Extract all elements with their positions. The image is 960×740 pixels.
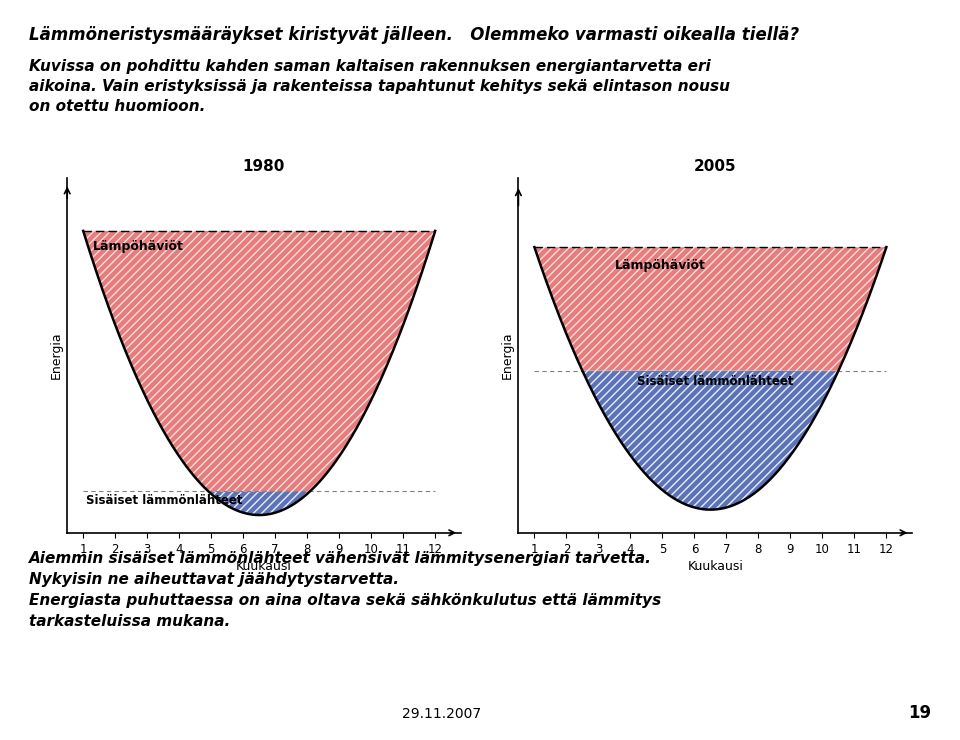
Text: Kuvissa on pohdittu kahden saman kaltaisen rakennuksen energiantarvetta eri
aiko: Kuvissa on pohdittu kahden saman kaltais… bbox=[29, 59, 730, 114]
Title: 2005: 2005 bbox=[694, 158, 736, 174]
Y-axis label: Energia: Energia bbox=[501, 332, 515, 379]
Y-axis label: Energia: Energia bbox=[50, 332, 63, 379]
X-axis label: Kuukausi: Kuukausi bbox=[687, 559, 743, 573]
Text: Aiemmin sisäiset lämmönlähteet vähensivät lämmitysenergian tarvetta.
Nykyisin ne: Aiemmin sisäiset lämmönlähteet vähensivä… bbox=[29, 551, 661, 629]
Text: 29.11.2007: 29.11.2007 bbox=[402, 707, 481, 722]
Title: 1980: 1980 bbox=[243, 158, 285, 174]
Text: Lämpöhäviöt: Lämpöhäviöt bbox=[93, 240, 183, 253]
Text: Sisäiset lämmönlähteet: Sisäiset lämmönlähteet bbox=[636, 374, 793, 388]
X-axis label: Kuukausi: Kuukausi bbox=[236, 559, 292, 573]
Text: Sisäiset lämmönlähteet: Sisäiset lämmönlähteet bbox=[86, 494, 243, 508]
Text: Lämpöhäviöt: Lämpöhäviöt bbox=[614, 259, 706, 272]
Text: 19: 19 bbox=[908, 704, 931, 722]
Text: Lämmöneristysmääräykset kiristyvät jälleen.   Olemmeko varmasti oikealla tiellä?: Lämmöneristysmääräykset kiristyvät jälle… bbox=[29, 26, 799, 44]
